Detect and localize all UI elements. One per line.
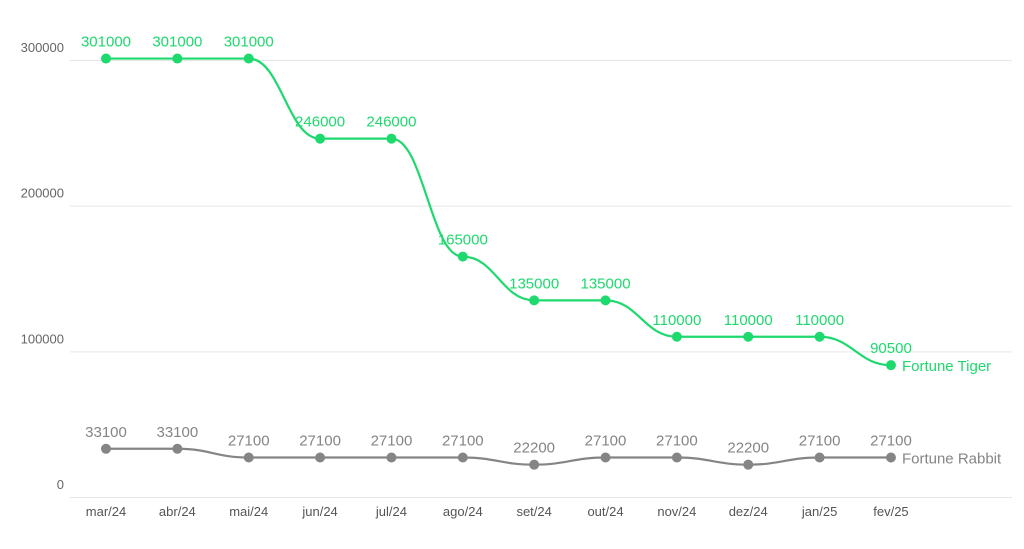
data-label: 110000: [652, 312, 701, 329]
series-name-label: Fortune Tiger: [902, 358, 991, 375]
data-label: 301000: [224, 34, 274, 51]
data-label: 110000: [724, 312, 773, 329]
x-tick-label: mar/24: [86, 504, 126, 519]
data-label: 27100: [656, 433, 698, 450]
data-label: 27100: [585, 433, 627, 450]
x-tick-label: mai/24: [229, 504, 268, 519]
x-tick-label: jun/24: [301, 504, 337, 519]
data-label: 165000: [438, 232, 488, 249]
data-label: 246000: [366, 114, 416, 131]
y-tick-label: 0: [57, 477, 64, 492]
data-label: 33100: [157, 424, 199, 441]
y-tick-label: 100000: [21, 331, 64, 346]
data-label: 22200: [513, 440, 555, 457]
y-axis-ticks: 0 100000 200000 300000: [21, 40, 64, 492]
data-point[interactable]: [386, 133, 397, 144]
series-line: [106, 447, 891, 466]
data-label: 27100: [442, 433, 484, 450]
data-label: 27100: [228, 433, 270, 450]
x-tick-label: fev/25: [873, 504, 908, 519]
data-point[interactable]: [671, 331, 682, 342]
x-tick-label: jan/25: [801, 504, 837, 519]
data-point[interactable]: [529, 459, 540, 470]
data-point[interactable]: [315, 133, 326, 144]
x-tick-label: dez/24: [729, 504, 768, 519]
x-tick-label: out/24: [587, 504, 623, 519]
data-point[interactable]: [457, 452, 468, 463]
data-label: 33100: [85, 424, 127, 441]
series-name-label: Fortune Rabbit: [902, 451, 1002, 468]
data-point[interactable]: [243, 53, 254, 64]
data-label: 135000: [509, 275, 559, 292]
y-tick-label: 200000: [21, 186, 64, 201]
data-label: 301000: [81, 34, 131, 51]
data-point[interactable]: [600, 295, 611, 306]
data-point[interactable]: [243, 452, 254, 463]
data-point[interactable]: [814, 452, 825, 463]
data-point[interactable]: [172, 443, 183, 454]
x-tick-label: ago/24: [443, 504, 483, 519]
data-point[interactable]: [671, 452, 682, 463]
data-point[interactable]: [315, 452, 326, 463]
data-label: 22200: [727, 440, 769, 457]
data-point[interactable]: [814, 331, 825, 342]
series-fortune-tiger: 301000 301000 301000 246000 246000 165000 1350…: [81, 34, 991, 376]
data-point[interactable]: [885, 360, 896, 371]
x-tick-label: nov/24: [657, 504, 696, 519]
data-label: 135000: [580, 275, 630, 292]
x-axis-ticks: mar/24 abr/24 mai/24 jun/24 jul/24 ago/24 set/…: [86, 504, 909, 519]
data-point[interactable]: [172, 53, 183, 64]
data-label: 27100: [299, 433, 341, 450]
data-point[interactable]: [386, 452, 397, 463]
data-label: 27100: [799, 433, 841, 450]
data-label: 301000: [152, 34, 202, 51]
x-tick-label: abr/24: [159, 504, 196, 519]
x-tick-label: set/24: [516, 504, 551, 519]
data-point[interactable]: [743, 459, 754, 470]
data-point[interactable]: [743, 331, 754, 342]
data-point[interactable]: [457, 251, 468, 262]
data-point[interactable]: [600, 452, 611, 463]
series-line: [106, 57, 891, 367]
data-point[interactable]: [101, 53, 111, 64]
y-tick-label: 300000: [21, 40, 64, 55]
data-point[interactable]: [885, 452, 896, 463]
data-label: 246000: [295, 114, 345, 131]
data-point[interactable]: [101, 443, 111, 454]
data-point[interactable]: [529, 295, 540, 306]
x-tick-label: jul/24: [375, 504, 407, 519]
data-label: 27100: [870, 433, 912, 450]
series-layer: 301000 301000 301000 246000 246000 165000 1350…: [81, 34, 1002, 470]
data-label: 90500: [870, 340, 912, 357]
series-fortune-rabbit: 33100 33100 27100 27100 27100 27100 22200 27100…: [85, 424, 1002, 470]
data-label: 110000: [795, 312, 844, 329]
data-label: 27100: [371, 433, 413, 450]
